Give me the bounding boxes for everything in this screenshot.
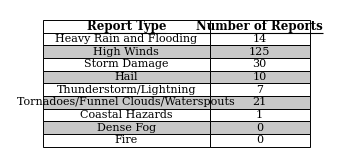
Text: Thunderstorm/Lightning: Thunderstorm/Lightning: [56, 85, 196, 95]
Bar: [43, 33, 209, 45]
Bar: [209, 134, 310, 147]
Bar: [209, 33, 310, 45]
Bar: [209, 45, 310, 58]
Text: Coastal Hazards: Coastal Hazards: [80, 110, 173, 120]
Text: 1: 1: [256, 110, 263, 120]
Bar: [209, 71, 310, 83]
Text: 7: 7: [256, 85, 263, 95]
Text: 0: 0: [256, 123, 263, 133]
Bar: [209, 83, 310, 96]
Text: Heavy Rain and Flooding: Heavy Rain and Flooding: [55, 34, 197, 44]
Text: Report Type: Report Type: [87, 20, 166, 33]
Text: 0: 0: [256, 135, 263, 146]
Text: Tornadoes/Funnel Clouds/Waterspouts: Tornadoes/Funnel Clouds/Waterspouts: [18, 97, 235, 107]
Text: High Winds: High Winds: [93, 47, 159, 57]
Text: 30: 30: [252, 59, 267, 69]
Bar: [43, 134, 209, 147]
Bar: [209, 58, 310, 71]
Bar: [43, 83, 209, 96]
Text: Dense Fog: Dense Fog: [97, 123, 156, 133]
Bar: [43, 58, 209, 71]
Bar: [43, 71, 209, 83]
Text: 14: 14: [252, 34, 267, 44]
Bar: [43, 121, 209, 134]
Text: Storm Damage: Storm Damage: [84, 59, 169, 69]
Text: Number of Reports: Number of Reports: [196, 20, 323, 33]
Bar: [43, 20, 209, 33]
Text: 125: 125: [249, 47, 270, 57]
Text: Hail: Hail: [115, 72, 138, 82]
Bar: [209, 109, 310, 121]
Bar: [43, 109, 209, 121]
Bar: [43, 45, 209, 58]
Text: 10: 10: [252, 72, 267, 82]
Bar: [43, 96, 209, 109]
Text: Fire: Fire: [115, 135, 138, 146]
Bar: [209, 96, 310, 109]
Bar: [209, 121, 310, 134]
Text: 21: 21: [252, 97, 267, 107]
Bar: [209, 20, 310, 33]
